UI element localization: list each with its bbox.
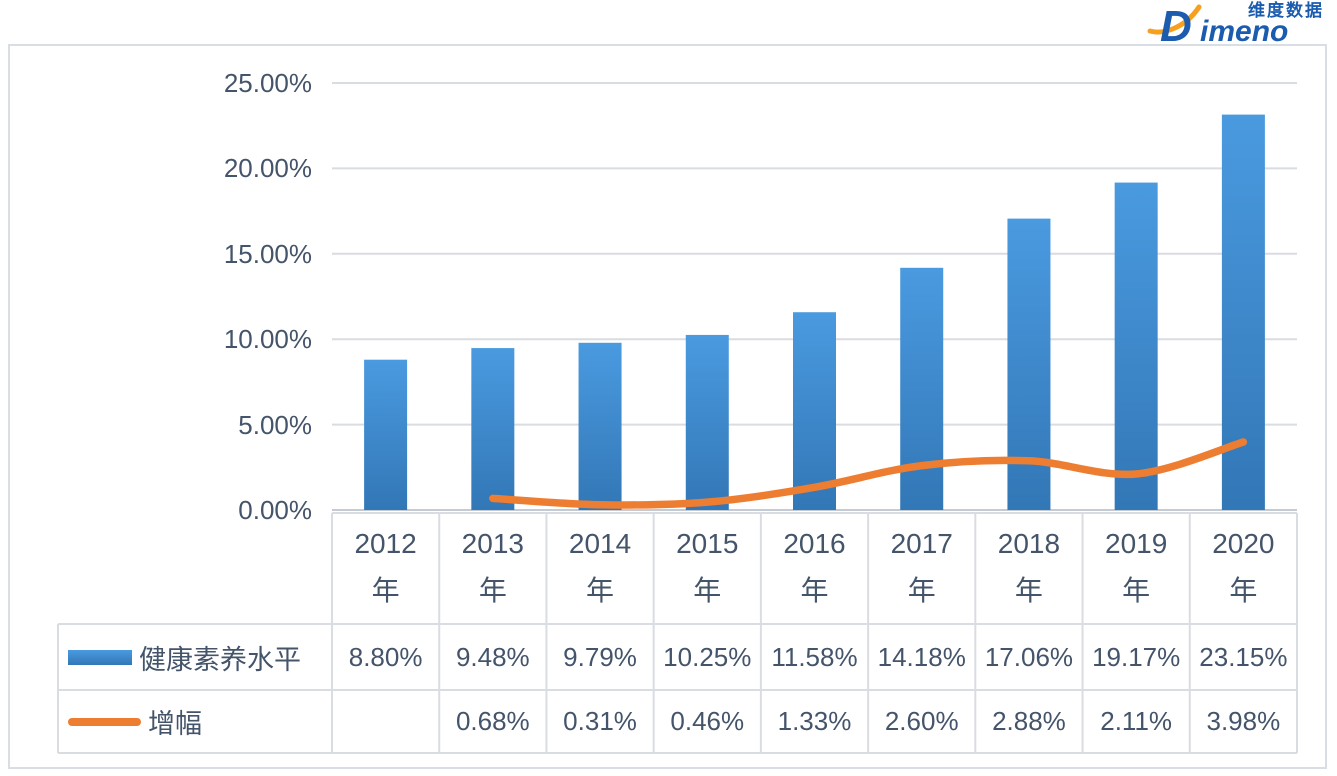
table-cell: 19.17%	[1092, 641, 1181, 672]
year-label: 2014	[568, 528, 632, 559]
y-axis-tick-label: 20.00%	[223, 153, 312, 184]
logo-swoosh-icon	[1147, 4, 1202, 35]
logo-letter-d: D	[1160, 2, 1192, 46]
year-label: 2018	[997, 528, 1061, 559]
year-unit-label: 年	[371, 575, 400, 606]
year-unit-label: 年	[1014, 575, 1043, 606]
year-unit-label: 年	[586, 575, 615, 606]
year-header-cell: 2016 年	[761, 513, 868, 624]
table-cell: 2.88%	[992, 706, 1066, 736]
dimeno-logo-icon: D imeno 维度数据	[1147, 0, 1324, 51]
y-axis-tick-label: 10.00%	[223, 324, 312, 355]
y-axis-tick-label: 0.00%	[238, 495, 312, 525]
year-label: 2020	[1212, 528, 1275, 559]
table-cell: 0.68%	[455, 706, 530, 736]
logo-cn-text: 维度数据	[1248, 0, 1324, 20]
table-cell: 17.06%	[984, 641, 1074, 672]
year-unit-label: 年	[693, 575, 722, 606]
year-unit-label: 年	[1122, 575, 1151, 606]
table-cell: 14.18%	[877, 641, 966, 672]
year-label: 2013	[461, 528, 524, 559]
table-cell: 23.15%	[1199, 641, 1288, 672]
legend-label: 增幅	[148, 709, 202, 739]
bar-legend-swatch-icon	[68, 649, 132, 665]
legend-label: 健康素养水平	[139, 644, 301, 675]
year-header-cell: 2013 年	[439, 513, 546, 624]
year-label: 2019	[1105, 528, 1168, 559]
year-header-cell: 2019 年	[1083, 513, 1190, 624]
year-header-cell: 2015 年	[654, 513, 761, 624]
table-cell: 10.25%	[663, 641, 752, 672]
year-label: 2016	[783, 528, 846, 559]
table-cell: 0.46%	[670, 706, 745, 736]
table-cell: 0.31%	[563, 706, 637, 736]
year-label: 2015	[676, 528, 739, 559]
line-legend-swatch-icon	[68, 717, 141, 726]
year-header-cell: 2018 年	[975, 513, 1082, 624]
table-cell: 9.79%	[563, 641, 637, 672]
year-header-cell: 2012 年	[332, 513, 439, 624]
table-cell: 11.58%	[771, 641, 858, 672]
table-cell: 2.11%	[1100, 706, 1173, 736]
logo-en-text: imeno	[1200, 15, 1288, 46]
table-cell: 1.33%	[777, 706, 852, 736]
y-axis-tick-label: 5.00%	[238, 409, 312, 440]
table-cell: 9.48%	[455, 641, 530, 672]
year-label: 2017	[890, 528, 953, 559]
table-cell: 2.60%	[884, 706, 959, 736]
table-cell	[332, 690, 439, 753]
y-axis-tick-label: 25.00%	[223, 68, 312, 98]
year-header-cell: 2020 年	[1190, 513, 1297, 624]
year-unit-label: 年	[907, 575, 936, 606]
legend-item-bars: 健康素养水平	[58, 624, 332, 690]
year-header-cell: 2017 年	[868, 513, 975, 624]
legend-item-line: 增幅	[58, 690, 332, 753]
year-unit-label: 年	[1229, 575, 1258, 606]
table-cell: 8.80%	[348, 641, 423, 672]
year-header-cell: 2014 年	[546, 513, 653, 624]
dimeno-logo: D imeno 维度数据	[1146, 0, 1336, 51]
y-axis-tick-label: 15.00%	[223, 238, 312, 269]
year-unit-label: 年	[800, 575, 829, 606]
year-unit-label: 年	[478, 575, 507, 606]
year-label: 2012	[354, 528, 417, 559]
chart-container	[8, 44, 1327, 769]
table-cell: 3.98%	[1206, 706, 1281, 736]
